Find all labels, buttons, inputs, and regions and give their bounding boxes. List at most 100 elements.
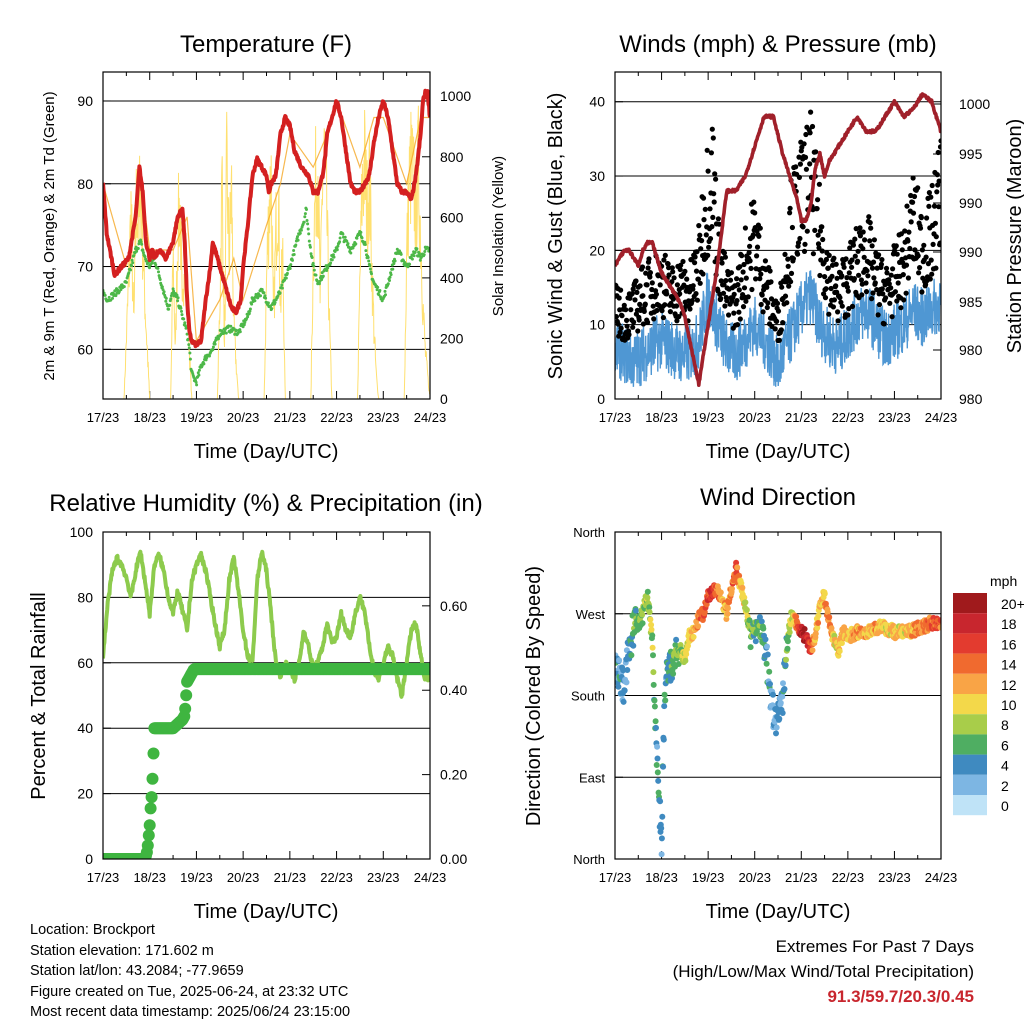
- direction-point: [682, 657, 689, 664]
- gust-point: [927, 276, 933, 282]
- dewpoint-point: [278, 291, 282, 295]
- gust-point: [641, 308, 647, 314]
- dewpoint-point: [299, 228, 303, 232]
- gust-point: [764, 304, 770, 311]
- gust-point: [851, 276, 858, 282]
- dewpoint-point: [391, 267, 395, 271]
- gust-point: [633, 278, 639, 284]
- dewpoint-point: [412, 254, 416, 258]
- gust-point: [802, 154, 809, 160]
- humidity-y2tick-label: 0.40: [440, 682, 467, 698]
- dewpoint-point: [167, 307, 171, 311]
- gust-point: [731, 310, 737, 316]
- gust-point: [871, 237, 878, 243]
- gust-point: [702, 206, 708, 212]
- gust-point: [647, 274, 653, 280]
- dewpoint-point: [326, 266, 330, 270]
- gust-point: [876, 252, 882, 258]
- dewpoint-point: [197, 373, 201, 377]
- gust-point: [618, 287, 624, 293]
- dewpoint-point: [248, 307, 252, 311]
- gust-point: [810, 251, 817, 257]
- dewpoint-point: [312, 268, 316, 272]
- humidity-ytick-label: 0: [85, 851, 93, 867]
- dewpoint-point: [349, 251, 353, 255]
- gust-point: [888, 285, 894, 291]
- gust-point: [727, 277, 734, 283]
- gust-point: [749, 286, 755, 293]
- speed-legend-label: 4: [1001, 758, 1009, 774]
- dewpoint-point: [211, 345, 215, 349]
- gust-point: [801, 248, 808, 254]
- gust-point: [721, 282, 727, 288]
- gust-point: [887, 300, 893, 306]
- gust-point: [870, 259, 877, 265]
- gust-point: [825, 265, 831, 271]
- gust-point: [936, 178, 941, 184]
- direction-point: [616, 657, 623, 664]
- gust-point: [894, 298, 900, 304]
- gust-point: [841, 264, 847, 270]
- temperature-y2tick-label: 0: [440, 391, 448, 407]
- gust-point: [757, 276, 763, 282]
- temperature-xtick-label: 17/23: [87, 410, 120, 425]
- gust-point: [645, 319, 651, 325]
- gust-point: [736, 287, 742, 293]
- dewpoint-point: [367, 259, 371, 263]
- gust-point: [720, 290, 727, 296]
- gust-point: [868, 225, 874, 231]
- gust-point: [645, 265, 651, 271]
- gust-point: [790, 256, 797, 262]
- gust-point: [624, 317, 630, 323]
- winds-ytick-label: 30: [589, 168, 605, 184]
- dewpoint-point: [355, 236, 359, 240]
- gust-point: [902, 228, 908, 234]
- gust-point: [662, 252, 668, 258]
- gust-point: [697, 232, 703, 238]
- direction-point: [624, 667, 631, 673]
- dewpoint-point: [386, 282, 390, 286]
- gust-point: [916, 270, 922, 276]
- direction-point: [639, 620, 646, 627]
- gust-point: [637, 283, 643, 289]
- direction-point: [838, 640, 845, 647]
- dewpoint-point: [321, 274, 325, 278]
- gust-point: [649, 280, 655, 286]
- gust-point: [911, 193, 918, 200]
- gust-point: [700, 271, 706, 277]
- humidity-plot-border: [102, 531, 431, 860]
- gust-point: [692, 254, 698, 260]
- gust-point: [728, 270, 735, 276]
- direction-xtick-label: 20/23: [738, 870, 771, 885]
- direction-point: [784, 645, 791, 652]
- direction-point: [826, 614, 833, 621]
- gust-point: [705, 252, 711, 258]
- location-text: Location: Brockport: [30, 922, 155, 938]
- gust-point: [869, 265, 876, 271]
- gust-point: [623, 307, 629, 313]
- gust-point: [830, 304, 837, 310]
- dewpoint-point: [284, 276, 288, 280]
- gust-point: [923, 254, 929, 260]
- dewpoint-point: [336, 244, 340, 248]
- dewpoint-point: [422, 253, 426, 257]
- gust-point: [822, 274, 828, 280]
- gust-point: [906, 229, 912, 235]
- direction-point: [623, 679, 630, 686]
- dewpoint-point: [392, 262, 396, 266]
- direction-point: [801, 626, 808, 632]
- dewpoint-point: [363, 240, 367, 244]
- gust-point: [784, 300, 790, 306]
- gust-point: [802, 241, 808, 247]
- dewpoint-point: [310, 256, 314, 259]
- gust-point: [839, 303, 845, 309]
- gust-point: [823, 286, 829, 292]
- direction-point: [650, 669, 657, 676]
- gust-point: [640, 293, 646, 299]
- direction-point: [780, 680, 786, 687]
- direction-point: [659, 813, 666, 820]
- gust-point: [908, 219, 914, 225]
- gust-point: [654, 307, 660, 314]
- direction-point: [782, 662, 789, 669]
- gust-point: [892, 289, 899, 295]
